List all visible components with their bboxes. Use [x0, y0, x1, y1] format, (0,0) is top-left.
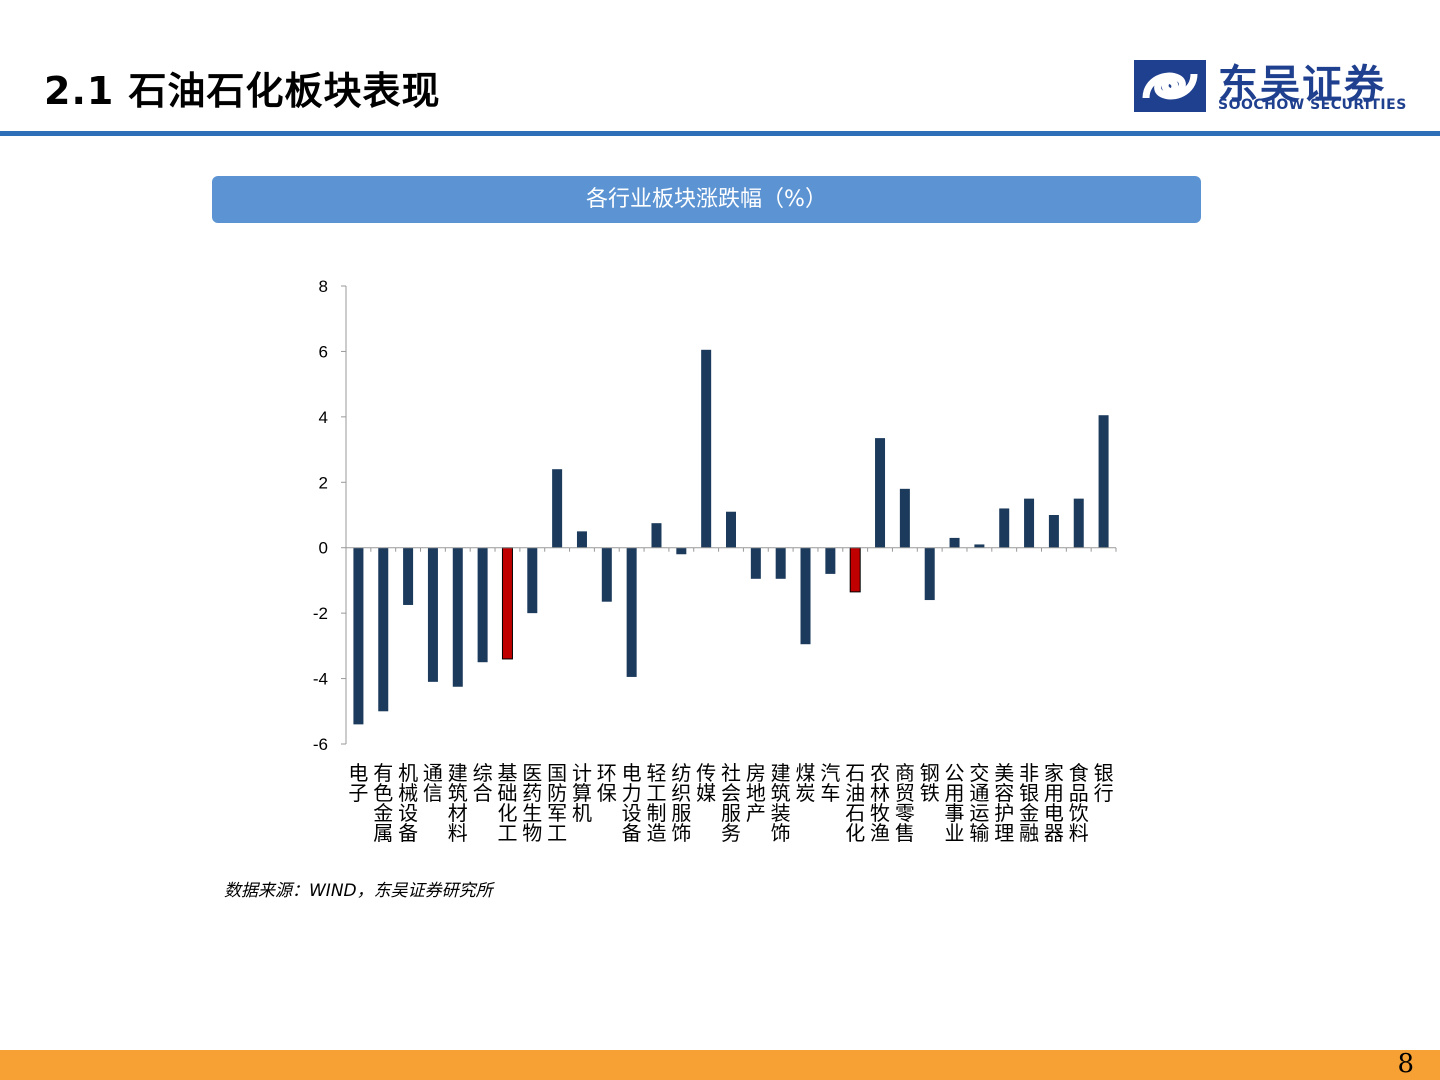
bar — [552, 469, 563, 548]
bar — [899, 488, 910, 548]
x-tick-label: 银行 — [1094, 761, 1114, 805]
y-tick-label: 2 — [319, 473, 328, 492]
x-tick-label: 通信 — [423, 761, 443, 805]
bar — [1024, 498, 1035, 548]
x-tick-label: 美容护理 — [994, 761, 1014, 845]
x-tick-label: 有色金属 — [373, 761, 393, 845]
bar — [825, 547, 836, 574]
bar — [775, 547, 786, 579]
x-tick-label: 煤炭 — [796, 761, 816, 805]
bar — [452, 547, 463, 687]
y-tick-label: -4 — [313, 670, 328, 689]
bar — [601, 547, 612, 602]
x-tick-label: 社会服务 — [721, 761, 741, 845]
bar — [1098, 415, 1109, 548]
bar — [1048, 515, 1059, 548]
x-tick-label: 基础化工 — [497, 761, 517, 845]
data-source-note: 数据来源：WIND，东吴证券研究所 — [224, 881, 493, 901]
x-tick-label: 交通运输 — [969, 761, 989, 845]
y-tick-label: 4 — [319, 408, 328, 427]
bar — [501, 547, 513, 660]
x-tick-label: 建筑装饰 — [771, 761, 791, 845]
bar — [527, 547, 538, 614]
bar — [427, 547, 438, 682]
x-tick-label: 机械设备 — [398, 761, 418, 845]
x-tick-label: 传媒 — [696, 761, 716, 805]
bar — [403, 547, 414, 605]
bar — [875, 438, 886, 548]
bar — [477, 547, 488, 663]
x-tick-label: 轻工制造 — [646, 761, 666, 845]
soochow-logo-icon — [1134, 60, 1206, 112]
bar — [849, 547, 861, 593]
x-tick-label: 汽车 — [820, 761, 840, 805]
y-tick-label: 0 — [319, 539, 328, 558]
x-tick-label: 医药生物 — [522, 761, 542, 845]
page-number: 8 — [1397, 1049, 1414, 1079]
header-divider — [0, 131, 1440, 136]
bar — [701, 349, 712, 548]
bar — [726, 511, 736, 548]
x-tick-label: 商贸零售 — [895, 761, 915, 845]
x-tick-label: 钢铁 — [920, 761, 940, 805]
bar — [576, 531, 587, 548]
y-tick-label: -2 — [313, 604, 328, 623]
bar — [999, 508, 1010, 548]
x-tick-label: 计算机 — [572, 761, 592, 825]
x-tick-label: 食品饮料 — [1069, 761, 1089, 845]
y-tick-label: -6 — [313, 735, 328, 754]
x-tick-label: 非银金融 — [1019, 761, 1039, 845]
x-tick-label: 环保 — [597, 761, 617, 805]
x-tick-label: 公用事业 — [945, 761, 965, 845]
logo-name-cn: 东吴证券 — [1218, 62, 1386, 108]
bar — [1073, 498, 1084, 548]
bar — [800, 547, 811, 645]
x-tick-label: 建筑材料 — [448, 761, 468, 845]
company-logo: 东吴证券 SOOCHOW SECURITIES — [1132, 56, 1422, 116]
x-tick-label: 综合 — [473, 761, 493, 805]
bar — [974, 544, 985, 548]
x-tick-label: 石油石化 — [845, 761, 865, 845]
x-tick-label: 房地产 — [746, 761, 766, 825]
bar — [750, 547, 761, 579]
bar — [378, 547, 389, 712]
x-tick-label: 电子 — [348, 761, 368, 805]
bar — [949, 537, 960, 548]
y-tick-label: 8 — [319, 277, 328, 296]
x-tick-label: 农林牧渔 — [870, 761, 890, 845]
bar — [626, 547, 637, 677]
bar — [353, 547, 364, 725]
bar — [676, 547, 687, 555]
x-tick-label: 纺织服饰 — [671, 761, 691, 845]
chart-banner: 各行业板块涨跌幅（%） — [212, 176, 1201, 223]
bar — [651, 523, 662, 548]
x-tick-label: 家用电器 — [1044, 761, 1064, 845]
logo-name-en: SOOCHOW SECURITIES — [1218, 97, 1407, 113]
x-tick-label: 国防军工 — [547, 761, 567, 845]
x-tick-label: 电力设备 — [622, 761, 642, 845]
footer-bar — [0, 1050, 1440, 1080]
y-tick-label: 6 — [319, 342, 328, 361]
page-title: 2.1 石油石化板块表现 — [44, 69, 441, 113]
bar — [924, 547, 935, 601]
